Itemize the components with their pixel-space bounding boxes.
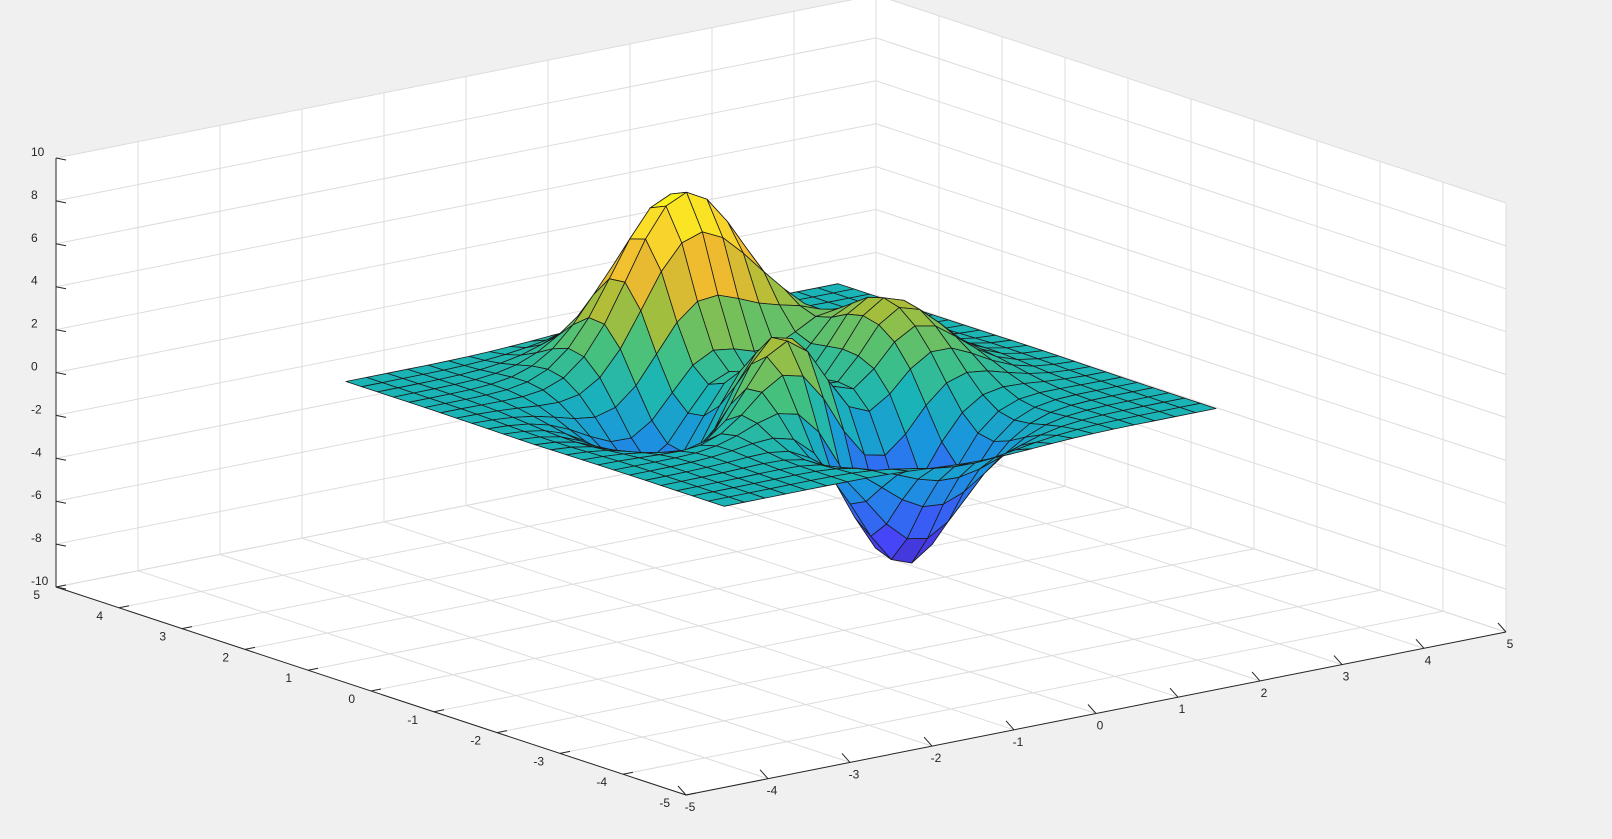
z-tick-label: -2	[31, 402, 42, 416]
wall-gridline-z	[55, 0, 854, 159]
wall-gridline-z	[875, 80, 1507, 290]
z-tick	[55, 414, 67, 418]
wall-gridline-z	[875, 166, 1507, 376]
y-tick	[55, 584, 67, 588]
z-tick-label: 2	[31, 317, 38, 331]
x-tick-label: 2	[1261, 686, 1268, 700]
z-tick	[55, 286, 67, 290]
wall-gridline-z	[875, 209, 1507, 418]
y-tick-label: 5	[33, 588, 40, 602]
floor-gridline-y	[307, 506, 1129, 671]
z-tick	[55, 329, 67, 333]
y-tick	[622, 771, 634, 775]
y-tick-label: 1	[285, 671, 292, 685]
y-tick-label: 2	[222, 650, 229, 664]
x-tick	[1497, 622, 1507, 633]
x-tick	[1169, 687, 1179, 698]
z-tick	[55, 586, 67, 590]
x-tick	[1333, 655, 1343, 665]
x-tick	[677, 785, 687, 796]
wall-gridline-z	[55, 80, 877, 245]
z-tick-label: 6	[31, 231, 38, 245]
z-tick-label: 8	[31, 188, 38, 202]
z-tick-label: 4	[31, 274, 38, 288]
x-tick	[923, 736, 933, 747]
wall-gridline-z	[55, 37, 877, 202]
y-tick	[118, 605, 130, 609]
y-tick	[244, 646, 256, 650]
floor-gridline-y	[496, 569, 1318, 734]
floor-gridline-y	[559, 589, 1381, 754]
y-tick-label: -2	[470, 734, 481, 748]
z-tick-label: -4	[31, 445, 42, 459]
y-tick-label: -1	[407, 713, 418, 727]
wall-gridline-z	[889, 0, 1507, 204]
x-tick	[759, 769, 769, 780]
z-tick	[55, 243, 67, 247]
floor-gridline-y	[370, 527, 1192, 692]
y-tick-label: 3	[159, 630, 166, 644]
wall-gridline-z	[875, 294, 1507, 504]
wall-gridline-z	[55, 123, 877, 288]
y-tick-label: -4	[596, 775, 607, 789]
y-tick-label: -5	[659, 796, 670, 810]
tick-labels: -5-4-3-2-1012345-5-4-3-2-1012345-10-8-6-…	[31, 145, 1514, 814]
z-tick	[55, 372, 67, 375]
x-tick-label: 5	[1507, 637, 1514, 651]
floor-gridline-y	[622, 610, 1444, 775]
peaks-surface	[345, 191, 1217, 564]
axis-lines	[55, 157, 1507, 796]
y-tick	[307, 667, 319, 671]
z-tick-label: -8	[31, 531, 42, 545]
y-tick-label: 0	[348, 692, 355, 706]
surface-patch	[707, 496, 745, 507]
z-tick	[55, 543, 67, 547]
x-tick-label: 0	[1097, 719, 1104, 733]
x-tick-label: -4	[767, 784, 778, 798]
z-tick	[55, 200, 67, 204]
x-tick-label: 4	[1425, 653, 1432, 667]
y-tick	[181, 626, 193, 630]
y-tick	[559, 750, 571, 754]
z-tick-label: 0	[31, 360, 38, 374]
y-tick	[685, 792, 697, 796]
z-tick	[55, 457, 67, 461]
z-tick	[55, 157, 67, 161]
y-tick	[433, 709, 445, 713]
x-tick	[1415, 638, 1425, 649]
z-tick	[55, 500, 67, 504]
x-tick-label: -2	[931, 751, 942, 765]
wall-gridline-z	[875, 251, 1507, 461]
wall-gridline-z	[875, 123, 1507, 333]
x-tick	[1005, 720, 1015, 731]
x-tick-label: -5	[685, 800, 696, 814]
wall-gridline-z	[875, 37, 1507, 247]
y-tick	[370, 688, 382, 692]
x-tick-label: 3	[1343, 670, 1350, 684]
x-tick	[841, 753, 851, 763]
z-tick-label: 10	[31, 145, 45, 159]
x-tick-label: -1	[1013, 735, 1024, 749]
y-tick	[496, 730, 508, 734]
z-tick-label: -10	[31, 574, 49, 588]
x-tick-label: 1	[1179, 702, 1186, 716]
wall-gridline-z	[55, 166, 877, 331]
y-tick-label: 4	[96, 609, 103, 623]
y-tick-label: -3	[533, 754, 544, 768]
floor-gridline-y	[433, 548, 1255, 713]
wall-gridline-z	[55, 209, 877, 373]
x-tick-label: -3	[849, 767, 860, 781]
x-tick	[1087, 704, 1097, 714]
z-tick-label: -6	[31, 488, 42, 502]
x-tick	[1251, 671, 1261, 682]
